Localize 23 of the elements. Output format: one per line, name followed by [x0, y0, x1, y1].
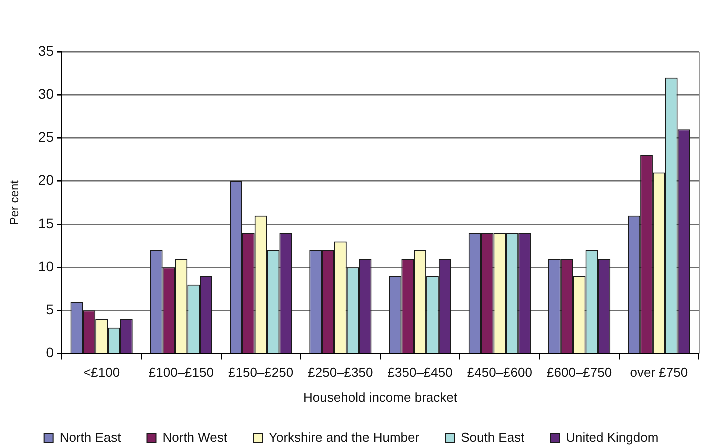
x-tick-label: £450–£600 [467, 365, 532, 380]
y-tick-label: 0 [46, 344, 54, 361]
y-tick-label: 20 [38, 172, 54, 188]
x-tick-label: £350–£450 [388, 365, 453, 380]
x-tick-label: <£100 [84, 365, 120, 380]
y-tick-label: 15 [38, 215, 54, 232]
y-tick-label: 10 [38, 258, 54, 274]
x-tick-label: £150–£250 [228, 365, 294, 380]
y-tick-label: 5 [46, 302, 54, 318]
x-tick-label: £600–£750 [547, 365, 612, 380]
legend-label: Yorkshire and the Humber [269, 430, 420, 445]
x-tick-label: £100–£150 [148, 365, 214, 380]
y-tick-label: 25 [38, 129, 54, 146]
x-tick-label: over £750 [630, 365, 688, 380]
legend-label: South East [461, 430, 526, 445]
legend-label: United Kingdom [566, 430, 659, 445]
legend-label: North West [162, 430, 228, 445]
y-axis-title: Per cent [8, 180, 22, 226]
x-axis-title: Household income bracket [304, 390, 458, 405]
y-tick-label: 30 [38, 86, 54, 102]
x-tick-label: £250–£350 [308, 365, 374, 380]
legend-label: North East [60, 430, 122, 445]
y-tick-label: 35 [38, 42, 54, 59]
